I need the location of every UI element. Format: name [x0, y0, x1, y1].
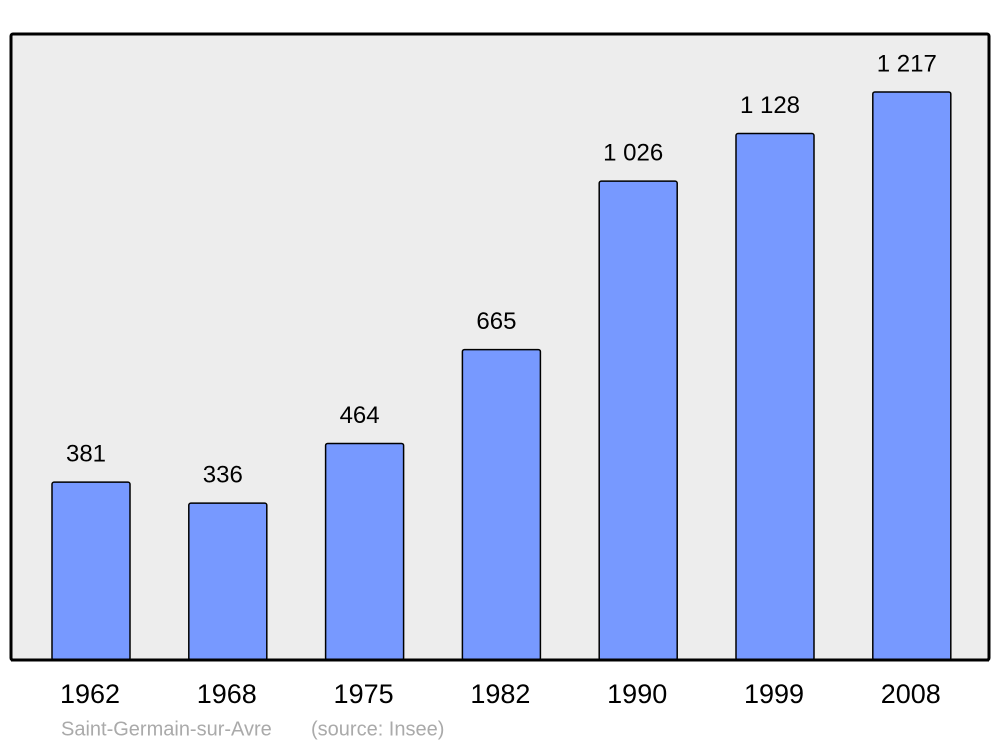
source: (source: Insee) [311, 718, 444, 740]
x-tick-label: 1962 [60, 679, 120, 709]
bar [188, 502, 268, 661]
bar [735, 132, 815, 661]
x-tick-label: 2008 [881, 679, 941, 709]
x-tick-label: 1999 [744, 679, 804, 709]
value-label: 381 [66, 441, 106, 468]
value-label: 1 026 [603, 139, 663, 166]
x-tick-label: 1975 [334, 679, 394, 709]
x-tick-label: 1968 [197, 679, 257, 709]
bar [598, 180, 678, 661]
bar [872, 91, 952, 661]
value-label: 1 128 [740, 92, 800, 119]
bar [51, 481, 131, 661]
value-label: 1 217 [877, 50, 937, 77]
bar [324, 442, 405, 661]
value-label: 665 [476, 308, 516, 335]
value-label: 464 [340, 402, 380, 429]
x-tick-label: 1990 [607, 679, 667, 709]
x-tick-label: 1982 [470, 679, 530, 709]
value-label: 336 [203, 462, 243, 489]
bar [461, 348, 542, 661]
caption: Saint-Germain-sur-Avre [61, 718, 272, 740]
